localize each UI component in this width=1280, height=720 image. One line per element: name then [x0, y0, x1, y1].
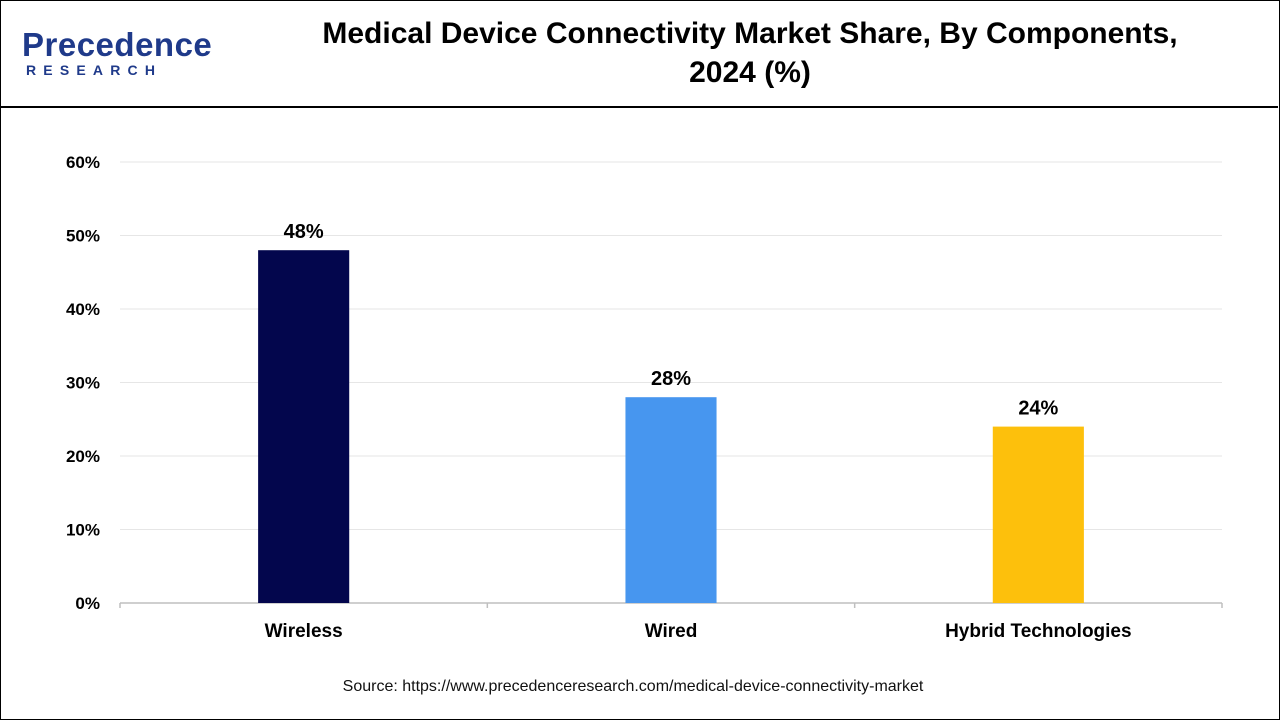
source-note: Source: https://www.precedenceresearch.c… [342, 678, 924, 695]
chart-title-line-1: Medical Device Connectivity Market Share… [322, 17, 1178, 50]
y-tick-label: 20% [66, 447, 100, 466]
header: Precedence RESEARCH Medical Device Conne… [0, 0, 1278, 108]
bar [258, 250, 350, 603]
data-label: 48% [284, 221, 324, 243]
bar [625, 397, 717, 603]
bar [992, 426, 1084, 603]
data-label: 24% [1018, 398, 1058, 420]
y-tick-label: 30% [66, 374, 100, 393]
x-tick-label: Hybrid Technologies [945, 621, 1132, 642]
brand-logo: Precedence RESEARCH [22, 24, 222, 84]
y-tick-label: 60% [66, 153, 100, 172]
chart-title-line-2: 2024 (%) [689, 56, 811, 89]
x-tick-label: Wireless [265, 621, 343, 642]
y-tick-label: 0% [75, 594, 100, 613]
x-tick-label: Wired [645, 621, 698, 642]
y-tick-label: 10% [66, 521, 100, 540]
y-tick-label: 50% [66, 227, 100, 246]
y-tick-label: 40% [66, 300, 100, 319]
logo-subtitle: RESEARCH [26, 62, 163, 78]
chart-title: Medical Device Connectivity Market Share… [260, 14, 1240, 92]
data-label: 28% [651, 368, 691, 390]
logo-wordmark: Precedence [22, 26, 213, 63]
